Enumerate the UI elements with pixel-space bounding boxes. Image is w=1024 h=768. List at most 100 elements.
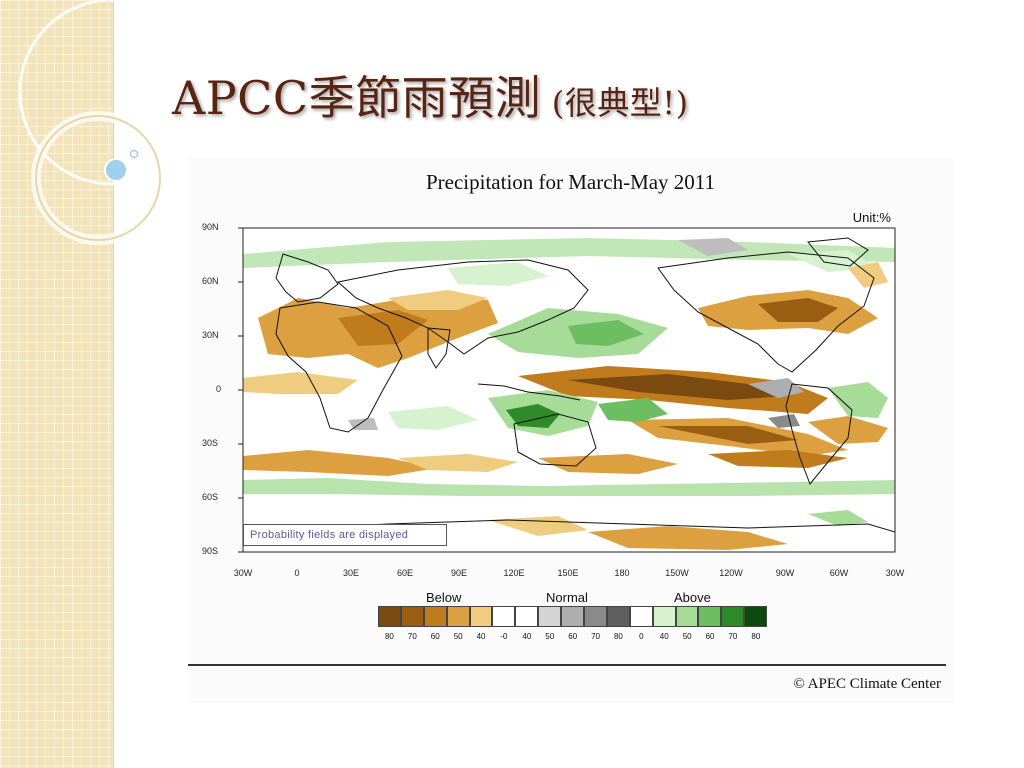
anomaly-area (828, 382, 888, 418)
lon-tick-label: 30W (233, 568, 253, 578)
anomaly-area (506, 404, 560, 428)
legend-swatch (629, 606, 653, 627)
coastline-africa (275, 301, 403, 433)
legend-value: 60 (568, 632, 578, 641)
deco-dot-large (104, 158, 128, 182)
legend-swatch (378, 606, 401, 627)
coastline-south-america (785, 383, 853, 485)
legend-swatch (561, 606, 585, 627)
anomaly-area (448, 262, 548, 286)
legend-value: 50 (682, 632, 692, 641)
legend-value: 80 (613, 632, 623, 641)
anomaly-area (568, 320, 644, 346)
anomaly-area (388, 406, 478, 430)
lon-tick-label: 150W (665, 568, 689, 578)
legend-value: 70 (728, 632, 738, 641)
unit-label: Unit:% (852, 210, 891, 225)
precipitation-figure: Precipitation for March-May 2011 Unit:% (188, 158, 953, 703)
slide-title: APCC季節雨預測 (很典型!) (172, 62, 689, 128)
anomaly-area (768, 414, 800, 428)
lon-tick-label: 0 (294, 568, 300, 578)
slide-title-main: APCC季節雨預測 (172, 71, 542, 125)
legend-swatch (469, 606, 493, 627)
anomaly-area (588, 526, 788, 550)
legend-value: 40 (476, 632, 486, 641)
anomaly-area (538, 454, 678, 474)
lon-tick-label: 60E (396, 568, 413, 578)
anomaly-area (808, 416, 888, 444)
deco-dot-small (129, 149, 139, 159)
anomaly-area (848, 262, 888, 288)
legend-swatch (698, 606, 722, 627)
coastline-india (427, 327, 451, 369)
legend-swatch (446, 606, 470, 627)
legend-swatch (515, 606, 539, 627)
lon-tick-label: 150E (557, 568, 579, 578)
legend-value: 80 (384, 632, 394, 641)
deco-ring-large (18, 0, 180, 186)
probability-note: Probability fields are displayed (243, 524, 447, 546)
legend-value: 40 (659, 632, 669, 641)
lat-tick-marks (238, 227, 243, 553)
legend-color-bar (378, 606, 768, 627)
anomaly-area (243, 372, 358, 394)
anomaly-area (658, 426, 798, 444)
lat-tick-label: 60N (202, 276, 219, 286)
divider-line (188, 664, 946, 666)
figure-title: Precipitation for March-May 2011 (425, 170, 716, 194)
deco-ring-small-inner (35, 115, 161, 241)
legend-swatch (584, 606, 607, 627)
anomaly-area (398, 454, 518, 472)
slide-title-sub: (很典型!) (541, 84, 689, 122)
anomaly-area (808, 510, 868, 526)
lat-tick-label: 0 (216, 384, 222, 394)
legend-value: 60 (705, 632, 715, 641)
coastline-indonesia (477, 383, 581, 401)
coastline-europe (275, 253, 339, 303)
anomaly-area (568, 374, 788, 400)
legend-value: 50 (453, 632, 463, 641)
lat-tick-label: 30N (202, 330, 219, 340)
lon-tick-label: 60W (829, 568, 849, 578)
legend-swatch (423, 606, 447, 627)
legend-value: 0 (639, 632, 644, 641)
legend-swatch (400, 606, 424, 627)
coastline-australia (513, 413, 597, 467)
legend-value: 70 (591, 632, 600, 641)
lon-tick-label: 30W (885, 568, 905, 578)
legend-below-label: Below (426, 590, 462, 605)
coastline-greenland (807, 237, 869, 267)
lat-tick-label: 90N (202, 222, 219, 232)
legend-above-label: Above (674, 590, 711, 605)
legend-swatch (652, 606, 676, 627)
lon-tick-label: 120W (719, 568, 743, 578)
legend-swatch (744, 606, 768, 627)
legend-value-labels: 80 70 60 50 40 -0 40 50 60 70 80 0 40 50 60 70 80 (378, 632, 768, 644)
legend-swatch (492, 606, 516, 627)
legend-value: 60 (430, 632, 440, 641)
lon-tick-label: 90W (775, 568, 795, 578)
lon-tick-label: 30E (342, 568, 359, 578)
legend-value: -0 (500, 632, 508, 641)
legend-swatch (606, 606, 630, 627)
precipitation-map (238, 227, 896, 553)
credit-text: © APEC Climate Center (793, 676, 941, 692)
legend-value: 70 (407, 632, 417, 641)
anomaly-area (388, 290, 488, 310)
anomaly-area (243, 450, 438, 476)
anomaly-area (338, 310, 428, 346)
legend-swatch (721, 606, 745, 627)
coastline-north-america (657, 251, 875, 373)
decorative-rings (18, 0, 180, 245)
legend-value: 80 (751, 632, 761, 641)
lon-tick-label: 180 (614, 568, 630, 578)
anomaly-area (708, 450, 848, 468)
anomaly-area (758, 298, 838, 322)
lat-tick-label: 30S (202, 438, 219, 448)
lon-tick-label: 120E (503, 568, 525, 578)
anomaly-area (678, 238, 748, 256)
legend-normal-label: Normal (546, 590, 588, 605)
lat-tick-label: 60S (202, 492, 219, 502)
legend-value: 50 (545, 632, 555, 641)
anomaly-area (598, 398, 668, 422)
